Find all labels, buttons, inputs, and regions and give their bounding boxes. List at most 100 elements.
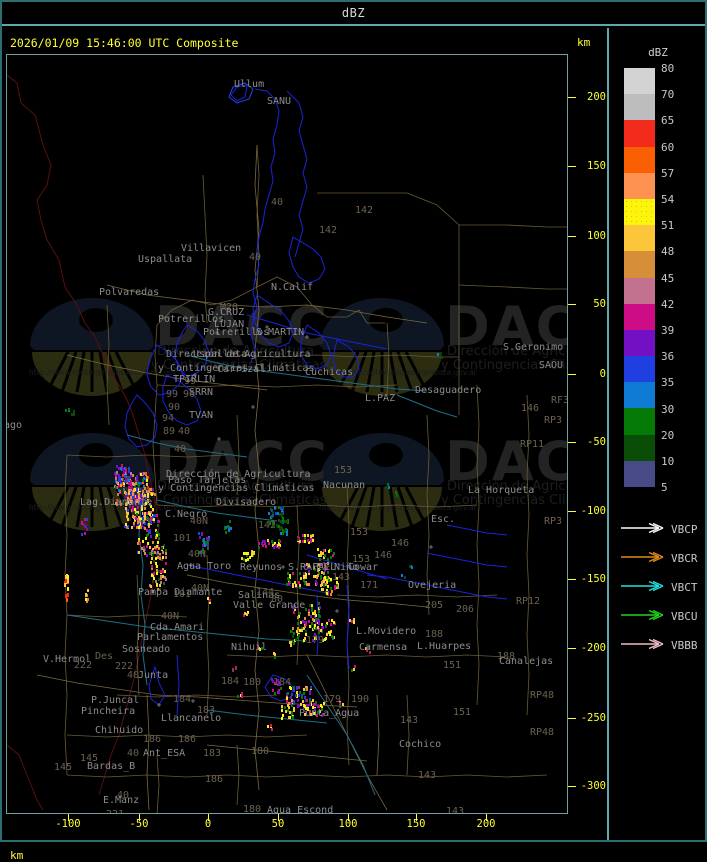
dacc-watermark-caption: http://www.contingencias.mendoza.gov.ar xyxy=(29,368,188,377)
radar-echo-cell xyxy=(267,725,269,728)
radar-echo-cell xyxy=(165,556,167,559)
map-place-label: Agua_Escond xyxy=(267,805,334,814)
radar-echo-cell xyxy=(323,572,325,575)
radar-echo-cell xyxy=(134,508,136,511)
radar-echo-cell xyxy=(143,546,145,549)
radar-echo-cell xyxy=(315,635,317,638)
dacc-watermark-caption: y Contingencias Climáticas xyxy=(441,358,567,373)
radar-echo-cell xyxy=(301,694,303,697)
map-place-label: C.Negro xyxy=(165,509,208,520)
map-place-label: Reyunos xyxy=(240,562,283,573)
map-place-label: M20 xyxy=(220,302,239,313)
radar-echo-cell xyxy=(143,477,145,480)
y-axis-tick-label: -50 xyxy=(587,436,606,448)
radar-echo-cell xyxy=(140,473,142,476)
y-axis-tick-label: -300 xyxy=(580,780,606,792)
radar-echo-cell xyxy=(264,542,266,545)
map-place-label: Carmensa xyxy=(359,642,408,653)
radar-echo-cell xyxy=(156,572,158,575)
radar-echo-cell xyxy=(206,537,208,540)
radar-echo-cell xyxy=(318,563,320,566)
radar-echo-cell xyxy=(144,507,146,510)
radar-echo-cell xyxy=(128,467,130,470)
river xyxy=(346,584,350,670)
radar-echo-cell xyxy=(151,557,153,560)
radar-echo-cell xyxy=(160,575,162,578)
map-place-label: Divisadero xyxy=(216,497,277,508)
y-axis-tick-mark xyxy=(568,166,576,167)
radar-echo-cell xyxy=(336,581,338,584)
dacc-watermark-caption: http://www.contingencias.mendoza.gov.ar xyxy=(319,503,478,512)
radar-echo-cell xyxy=(142,481,144,484)
map-place-label: Paso Tarjetas xyxy=(168,475,247,486)
radar-plot-area[interactable]: DACCDACCDACCDACCDirección de Agricultura… xyxy=(6,54,568,814)
radar-echo-cell xyxy=(314,568,316,571)
radar-echo-cell xyxy=(300,621,302,624)
radar-echo-cell xyxy=(333,621,335,624)
radar-echo-cell xyxy=(140,499,142,502)
radar-echo-cell xyxy=(198,551,200,554)
radar-echo-cell xyxy=(120,503,122,506)
radar-echo-cell xyxy=(293,689,295,692)
dacc-watermark-caption: y Contingencias Climáticas xyxy=(441,493,567,508)
radar-echo-cell xyxy=(128,489,130,492)
radar-echo-cell xyxy=(292,583,294,586)
x-axis-tick-label: -50 xyxy=(129,818,149,830)
station-marker xyxy=(265,325,269,329)
radar-echo-cell xyxy=(324,576,326,579)
map-place-label: Desaguadero xyxy=(415,385,482,396)
radar-echo-cell xyxy=(127,509,129,512)
radar-echo-cell xyxy=(71,413,73,416)
radar-echo-cell xyxy=(142,495,144,498)
radar-echo-cell xyxy=(323,549,325,552)
radar-echo-cell xyxy=(317,626,319,629)
map-place-label: Nacunan xyxy=(323,480,366,491)
map-place-label: 186 xyxy=(205,774,224,785)
radar-echo-cell xyxy=(123,482,125,485)
hydro-line xyxy=(396,394,458,418)
radar-echo-cell xyxy=(292,606,294,609)
colorbar[interactable] xyxy=(624,68,655,487)
map-place-label: y Contingencias Climáticas xyxy=(158,363,315,374)
radar-echo-cell xyxy=(152,590,154,593)
colorbar-swatch xyxy=(624,356,655,383)
radar-echo-cell xyxy=(67,579,69,583)
radar-echo-cell xyxy=(199,536,201,539)
map-place-label: RF3 xyxy=(551,395,568,406)
radar-echo-cell xyxy=(144,552,146,555)
colorbar-swatch xyxy=(624,277,655,304)
department-boundary xyxy=(236,744,240,806)
radar-echo-cell xyxy=(203,538,205,541)
radar-echo-cell xyxy=(295,584,297,587)
country-border xyxy=(7,744,44,811)
radar-echo-cell xyxy=(150,518,152,521)
radar-echo-cell xyxy=(149,546,151,549)
radar-echo-cell xyxy=(385,486,387,489)
radar-echo-cell xyxy=(138,493,140,496)
radar-echo-cell xyxy=(308,620,310,623)
radar-echo-cell xyxy=(325,637,327,640)
radar-echo-cell xyxy=(328,619,330,622)
radar-echo-cell xyxy=(117,493,119,496)
map-place-label: Cda.Amari xyxy=(150,622,205,633)
radar-echo-cell xyxy=(278,546,280,549)
radar-echo-cell xyxy=(151,565,153,568)
radar-echo-cell xyxy=(201,532,203,535)
map-place-label: Junta xyxy=(138,670,169,681)
radar-echo-cell xyxy=(165,578,167,581)
map-place-label: 221 xyxy=(106,809,124,813)
radar-echo-cell xyxy=(318,705,320,708)
map-place-label: 190 xyxy=(351,694,370,705)
radar-echo-cell xyxy=(290,702,292,705)
radar-echo-cell xyxy=(116,471,118,474)
arrow-legend-row: VBBB xyxy=(619,636,707,656)
radar-echo-cell xyxy=(137,506,139,509)
radar-echo-cell xyxy=(131,498,133,501)
radar-echo-cell xyxy=(65,575,67,579)
radar-echo-cell xyxy=(118,484,120,487)
radar-echo-cell xyxy=(305,711,307,714)
station-marker xyxy=(429,545,433,549)
radar-echo-cell xyxy=(268,512,270,515)
radar-echo-cell xyxy=(309,710,311,713)
radar-echo-cell xyxy=(118,474,120,477)
